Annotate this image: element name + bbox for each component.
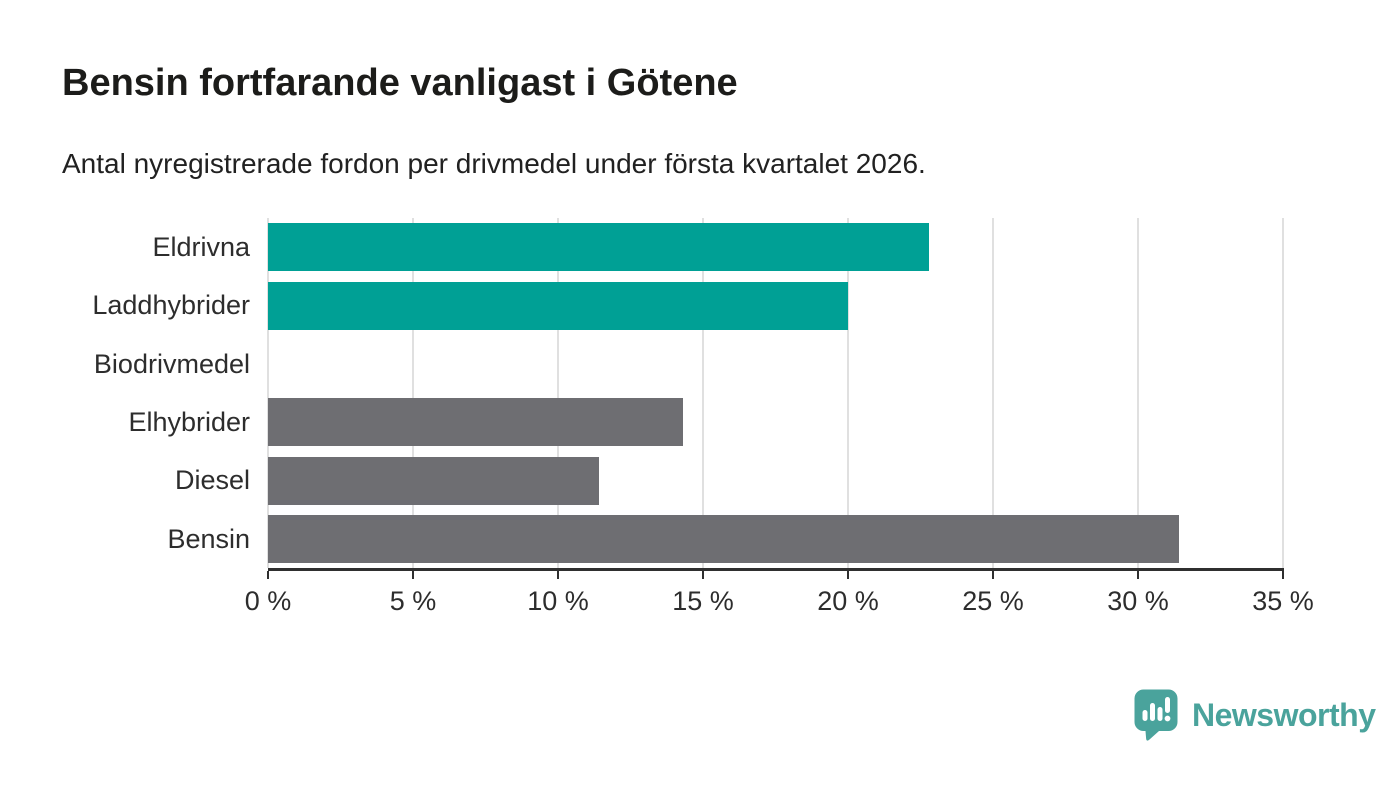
x-tick-label: 0 %: [244, 586, 292, 616]
x-tick-label: 15 %: [672, 586, 734, 616]
bar-bensin: [268, 514, 1179, 563]
x-tick-mark: [1282, 571, 1284, 579]
x-tick-mark: [702, 571, 704, 579]
chart-subtitle: Antal nyregistrerade fordon per drivmede…: [62, 148, 926, 179]
gridline: [1282, 218, 1284, 568]
bar-elhybrider: [268, 398, 683, 447]
gridline: [702, 218, 704, 568]
gridline: [992, 218, 994, 568]
category-label: Elhybrider: [128, 407, 250, 437]
x-tick-label: 30 %: [1107, 586, 1169, 616]
category-label: Laddhybrider: [92, 290, 250, 321]
x-tick-mark: [267, 571, 269, 579]
bar-eldrivna: [268, 223, 930, 272]
bar-chart-plot-area: [267, 218, 1284, 568]
x-tick-label: 5 %: [389, 586, 437, 616]
category-label: Eldrivna: [152, 232, 250, 262]
x-axis-line: [268, 568, 1284, 571]
x-tick-mark: [557, 571, 559, 579]
x-tick-label: 35 %: [1252, 586, 1314, 616]
x-tick-label: 10 %: [527, 586, 589, 616]
bar-laddhybrider: [268, 281, 848, 330]
x-tick-label: 20 %: [817, 586, 879, 616]
gridline: [267, 218, 269, 568]
newsworthy-logo-icon: [1134, 689, 1178, 741]
gridline: [557, 218, 559, 568]
gridline: [847, 218, 849, 568]
newsworthy-logo: Newsworthy: [1133, 688, 1376, 742]
x-tick-mark: [412, 571, 414, 579]
x-tick-mark: [992, 571, 994, 579]
category-label: Biodrivmedel: [93, 348, 250, 379]
x-tick-label: 25 %: [962, 586, 1024, 616]
gridline: [412, 218, 414, 568]
gridline: [1137, 218, 1139, 568]
newsworthy-logo-text: Newsworthy: [1192, 696, 1376, 733]
category-label: Diesel: [174, 465, 250, 496]
chart-title: Bensin fortfarande vanligast i Götene: [62, 62, 738, 104]
category-axis: Eldrivna Laddhybrider Biodrivmedel Elhybrid…: [62, 218, 250, 568]
x-tick-mark: [847, 571, 849, 579]
category-label: Bensin: [167, 523, 250, 554]
x-tick-mark: [1137, 571, 1139, 579]
bar-diesel: [268, 456, 599, 505]
